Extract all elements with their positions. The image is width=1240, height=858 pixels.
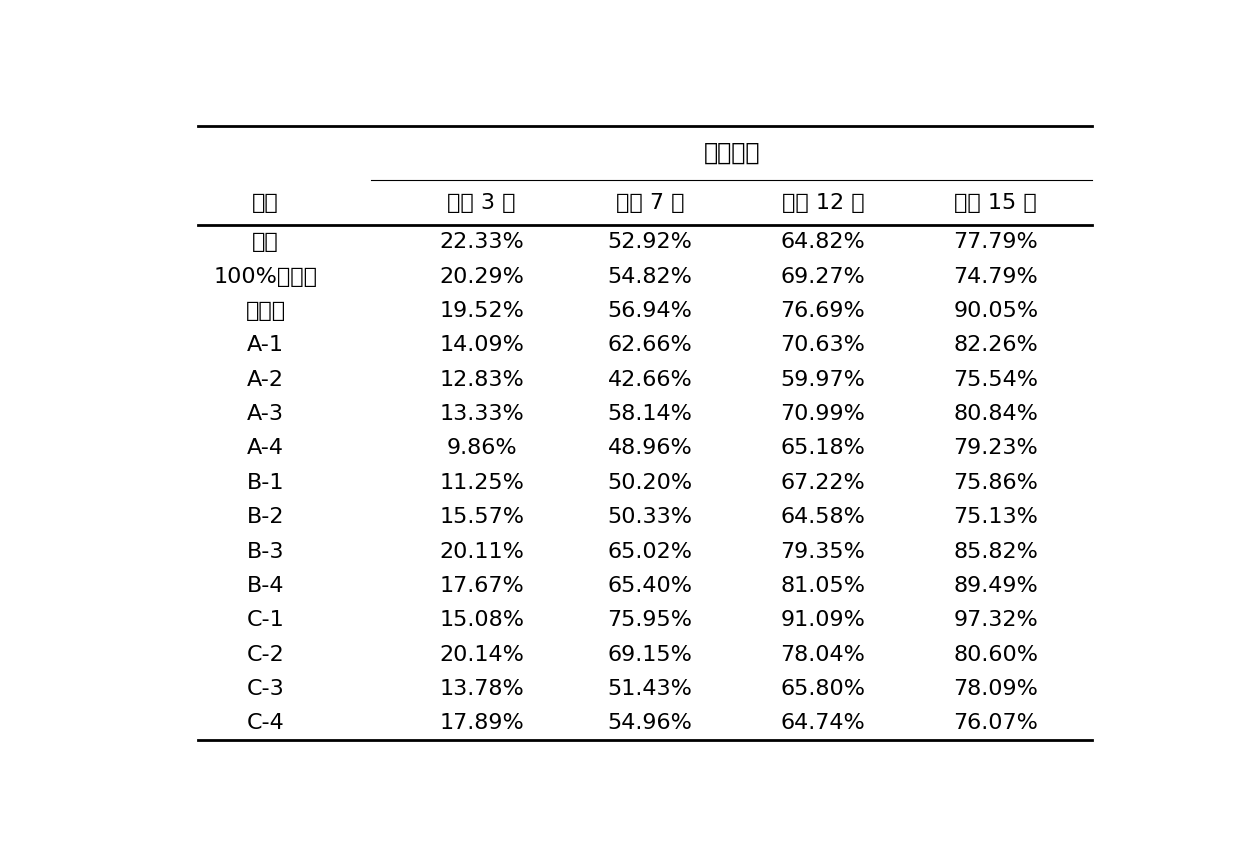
Text: 69.27%: 69.27% [780, 267, 866, 287]
Text: 80.84%: 80.84% [954, 404, 1038, 424]
Text: 76.69%: 76.69% [780, 301, 866, 321]
Text: 75.54%: 75.54% [954, 370, 1038, 390]
Text: 77.79%: 77.79% [954, 233, 1038, 252]
Text: 59.97%: 59.97% [780, 370, 866, 390]
Text: 20.29%: 20.29% [439, 267, 525, 287]
Text: 51.43%: 51.43% [608, 679, 692, 699]
Text: A-4: A-4 [247, 438, 284, 458]
Text: 65.18%: 65.18% [780, 438, 866, 458]
Text: 75.86%: 75.86% [954, 473, 1038, 492]
Text: 13.78%: 13.78% [439, 679, 525, 699]
Text: 75.95%: 75.95% [608, 610, 692, 631]
Text: 56.94%: 56.94% [608, 301, 692, 321]
Text: 69.15%: 69.15% [608, 644, 692, 665]
Text: 79.23%: 79.23% [954, 438, 1038, 458]
Text: 65.02%: 65.02% [608, 541, 692, 561]
Text: 65.40%: 65.40% [608, 576, 692, 596]
Text: 15.08%: 15.08% [439, 610, 525, 631]
Text: 脱吐隆: 脱吐隆 [246, 301, 285, 321]
Text: A-2: A-2 [247, 370, 284, 390]
Text: 67.22%: 67.22% [780, 473, 866, 492]
Text: 76.07%: 76.07% [954, 713, 1038, 734]
Text: A-3: A-3 [247, 404, 284, 424]
Text: 17.67%: 17.67% [439, 576, 525, 596]
Text: 52.92%: 52.92% [608, 233, 692, 252]
Text: 97.32%: 97.32% [954, 610, 1038, 631]
Text: A-1: A-1 [247, 335, 284, 355]
Text: 85.82%: 85.82% [954, 541, 1038, 561]
Text: 50.33%: 50.33% [608, 507, 692, 527]
Text: C-2: C-2 [247, 644, 284, 665]
Text: 50.20%: 50.20% [608, 473, 692, 492]
Text: C-1: C-1 [247, 610, 284, 631]
Text: 65.80%: 65.80% [780, 679, 866, 699]
Text: 58.14%: 58.14% [608, 404, 692, 424]
Text: 19.52%: 19.52% [439, 301, 525, 321]
Text: 22.33%: 22.33% [439, 233, 525, 252]
Text: 药后 7 天: 药后 7 天 [616, 193, 684, 213]
Text: 药后 3 天: 药后 3 天 [448, 193, 516, 213]
Text: 78.04%: 78.04% [780, 644, 866, 665]
Text: C-3: C-3 [247, 679, 284, 699]
Text: 20.14%: 20.14% [439, 644, 525, 665]
Text: 药后 15 天: 药后 15 天 [955, 193, 1037, 213]
Text: 79.35%: 79.35% [780, 541, 866, 561]
Text: 75.13%: 75.13% [954, 507, 1038, 527]
Text: 90.05%: 90.05% [954, 301, 1038, 321]
Text: 14.09%: 14.09% [439, 335, 525, 355]
Text: B-1: B-1 [247, 473, 284, 492]
Text: 78.09%: 78.09% [954, 679, 1038, 699]
Text: B-2: B-2 [247, 507, 284, 527]
Text: 12.83%: 12.83% [439, 370, 525, 390]
Text: 70.99%: 70.99% [780, 404, 866, 424]
Text: C-4: C-4 [247, 713, 284, 734]
Text: B-4: B-4 [247, 576, 284, 596]
Text: 64.74%: 64.74% [780, 713, 866, 734]
Text: 54.82%: 54.82% [608, 267, 692, 287]
Text: 清水: 清水 [252, 233, 279, 252]
Text: 13.33%: 13.33% [439, 404, 525, 424]
Text: 64.58%: 64.58% [780, 507, 866, 527]
Text: 20.11%: 20.11% [439, 541, 525, 561]
Text: 91.09%: 91.09% [780, 610, 866, 631]
Text: 62.66%: 62.66% [608, 335, 692, 355]
Text: 81.05%: 81.05% [780, 576, 866, 596]
Text: B-3: B-3 [247, 541, 284, 561]
Text: 15.57%: 15.57% [439, 507, 525, 527]
Text: 64.82%: 64.82% [780, 233, 866, 252]
Text: 42.66%: 42.66% [608, 370, 692, 390]
Text: 药后 12 天: 药后 12 天 [781, 193, 864, 213]
Text: 11.25%: 11.25% [439, 473, 525, 492]
Text: 70.63%: 70.63% [780, 335, 866, 355]
Text: 82.26%: 82.26% [954, 335, 1038, 355]
Text: 100%噻苯隆: 100%噻苯隆 [213, 267, 317, 287]
Text: 89.49%: 89.49% [954, 576, 1038, 596]
Text: 17.89%: 17.89% [439, 713, 525, 734]
Text: 药后天数: 药后天数 [703, 142, 760, 166]
Text: 处理: 处理 [252, 193, 279, 213]
Text: 54.96%: 54.96% [608, 713, 692, 734]
Text: 9.86%: 9.86% [446, 438, 517, 458]
Text: 80.60%: 80.60% [954, 644, 1038, 665]
Text: 74.79%: 74.79% [954, 267, 1038, 287]
Text: 48.96%: 48.96% [608, 438, 692, 458]
